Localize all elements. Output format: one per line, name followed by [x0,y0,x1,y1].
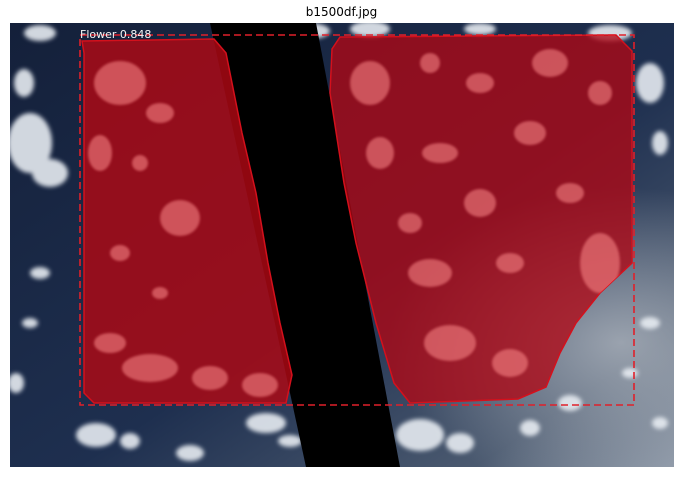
mask-region-right [329,34,633,404]
detection-label: Flower 0.848 [80,28,152,41]
figure-title: b1500df.jpg [305,5,378,19]
detection-bounding-box [79,34,635,406]
segmentation-mask [81,34,633,404]
satellite-image [10,23,674,467]
cloud-field [10,23,668,461]
data-gap-swath [210,23,400,467]
